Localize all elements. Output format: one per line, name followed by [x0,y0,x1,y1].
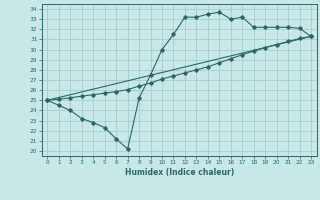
X-axis label: Humidex (Indice chaleur): Humidex (Indice chaleur) [124,168,234,177]
